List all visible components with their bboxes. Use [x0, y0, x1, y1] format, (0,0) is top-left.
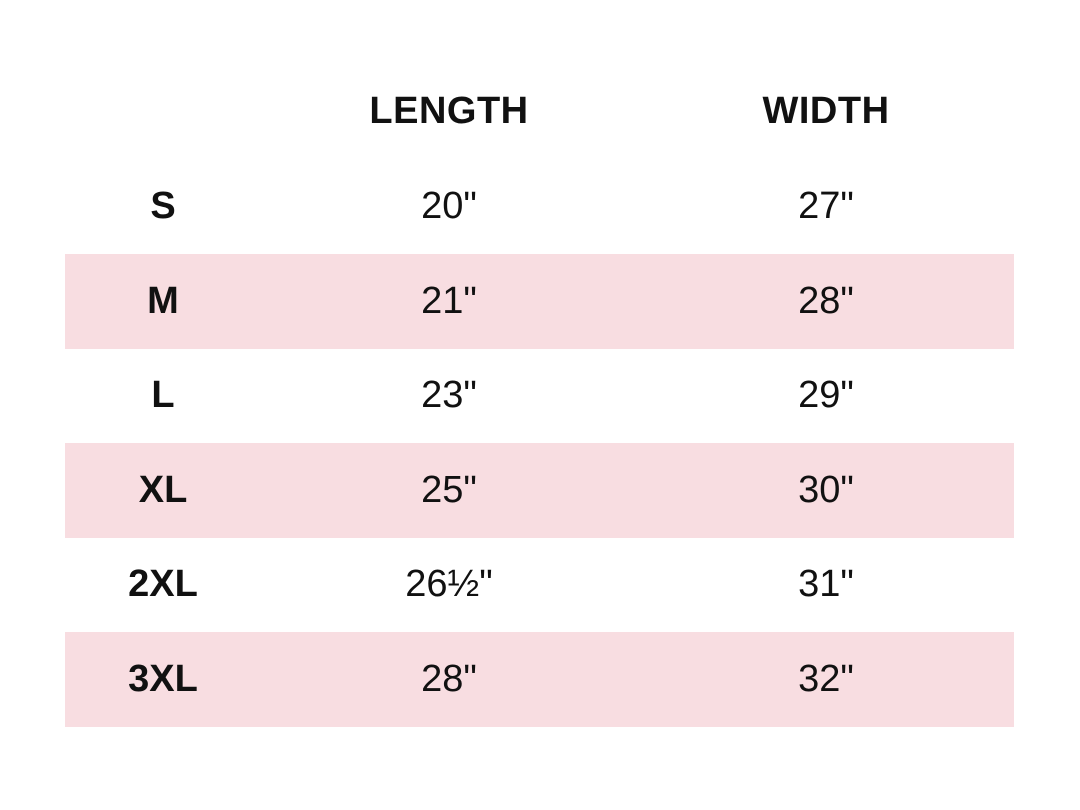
size-label: L — [151, 374, 175, 416]
measurement: 26½" — [405, 563, 493, 605]
measurement: 23" — [421, 374, 477, 416]
row-stripe — [65, 442, 1014, 538]
measurement: 31" — [798, 563, 854, 605]
measurement: 20" — [421, 185, 477, 227]
row-stripe — [65, 253, 1014, 349]
column-header: WIDTH — [762, 90, 890, 132]
measurement: 21" — [421, 279, 477, 322]
measurement: 32" — [798, 657, 854, 700]
measurement: 25" — [421, 468, 477, 511]
row-stripe — [65, 631, 1014, 727]
measurement: 27" — [798, 185, 854, 227]
measurement: 28" — [421, 657, 477, 700]
size-label: M — [147, 279, 179, 322]
size-label: XL — [138, 468, 188, 511]
measurement: 29" — [798, 374, 854, 416]
size-label: 2XL — [128, 563, 198, 605]
column-header: LENGTH — [369, 90, 529, 132]
measurement: 28" — [798, 279, 854, 322]
measurement: 30" — [798, 468, 854, 511]
size-label: 3XL — [128, 657, 198, 700]
size-label: S — [150, 185, 176, 227]
